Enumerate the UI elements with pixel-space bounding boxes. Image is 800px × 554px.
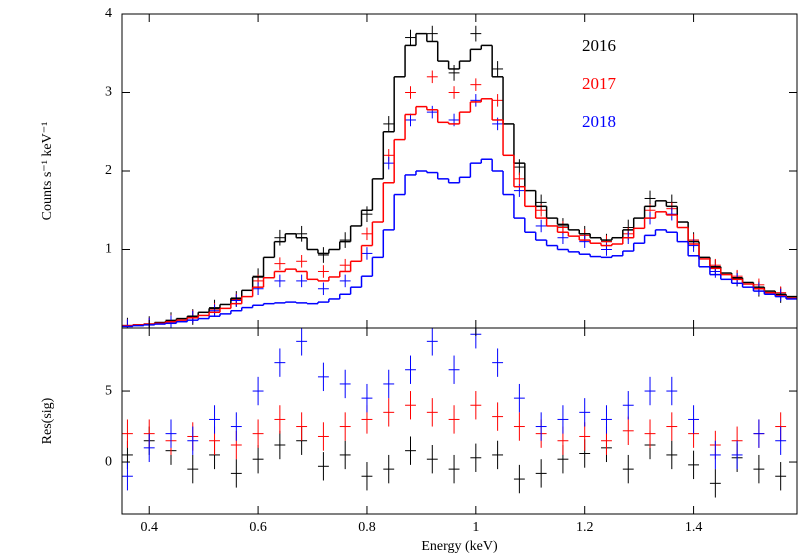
- x-axis-label: Energy (keV): [421, 539, 498, 554]
- legend-entry: 2016: [582, 36, 616, 55]
- legend-entry: 2018: [582, 112, 616, 131]
- x-tick-label: 0.6: [249, 520, 267, 535]
- y-tick-label: 3: [105, 85, 112, 100]
- frame: [121, 327, 798, 515]
- y-tick-label: 1: [105, 242, 112, 257]
- y-tick-label: 4: [105, 6, 112, 21]
- y-axis-label: Counts s⁻¹ keV⁻¹: [40, 122, 55, 221]
- y-tick-label: 2: [105, 163, 112, 178]
- x-tick-label: 1.4: [685, 520, 703, 535]
- plot-area: [122, 25, 797, 328]
- plot-area: [122, 328, 787, 498]
- x-tick-label: 0.8: [358, 520, 376, 535]
- x-tick-label: 0.4: [140, 520, 158, 535]
- y-axis-label: Res(sig): [40, 397, 55, 444]
- x-tick-label: 1.2: [576, 520, 594, 535]
- y-tick-label: 0: [105, 454, 112, 469]
- x-tick-label: 1: [472, 520, 479, 535]
- y-tick-label: 5: [105, 383, 112, 398]
- legend-entry: 2017: [582, 74, 617, 93]
